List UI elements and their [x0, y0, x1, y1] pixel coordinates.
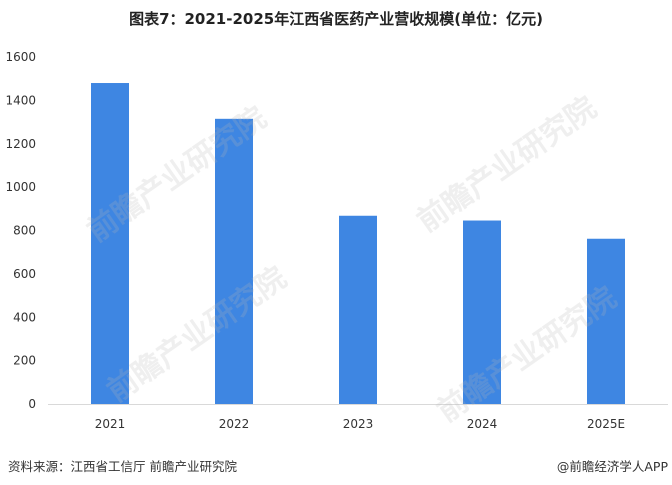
x-tick-label: 2024 [467, 417, 498, 431]
bar [339, 215, 377, 404]
x-tick-label: 2025E [587, 417, 625, 431]
y-tick-label: 600 [13, 267, 36, 281]
y-tick-label: 1200 [5, 137, 36, 151]
x-tick-label: 2022 [219, 417, 250, 431]
source-note: 资料来源：江西省工信厅 前瞻产业研究院 [8, 459, 237, 474]
y-tick-label: 1000 [5, 180, 36, 194]
bar [463, 220, 501, 404]
x-tick-label: 2021 [95, 417, 126, 431]
brand-credit: @前瞻经济学人APP [556, 459, 668, 474]
bar [91, 83, 129, 405]
x-tick-label: 2023 [343, 417, 374, 431]
y-tick-label: 1400 [5, 93, 36, 107]
y-tick-label: 200 [13, 354, 36, 368]
y-tick-label: 400 [13, 310, 36, 324]
y-tick-label: 800 [13, 224, 36, 238]
y-tick-label: 1600 [5, 50, 36, 64]
y-tick-label: 0 [28, 397, 36, 411]
bar [587, 238, 625, 404]
chart-title: 图表7：2021-2025年江西省医药产业营收规模(单位：亿元) [129, 10, 543, 28]
bar [215, 118, 253, 404]
